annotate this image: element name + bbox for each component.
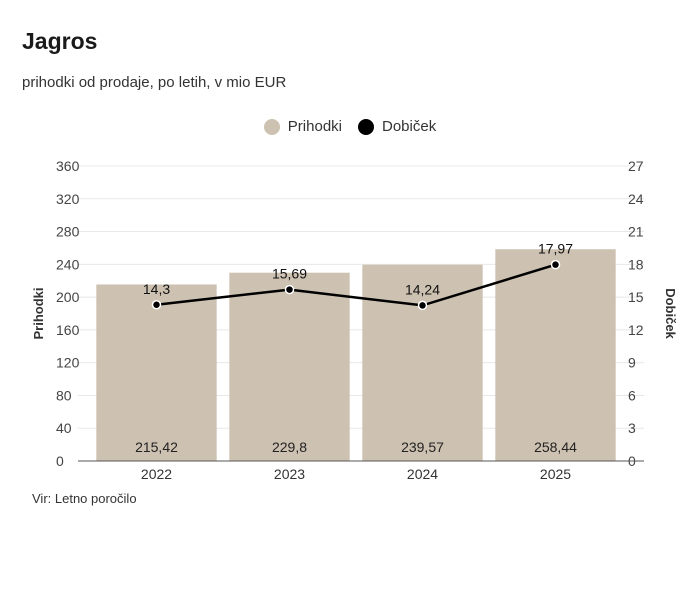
y-right-axis-title: Dobiček bbox=[663, 288, 678, 339]
line-value-label: 17,97 bbox=[538, 241, 573, 257]
y-left-tick-label: 80 bbox=[56, 387, 72, 403]
y-right-tick-label: 12 bbox=[628, 322, 644, 338]
y-right-tick-label: 27 bbox=[628, 158, 644, 174]
y-left-tick-label: 40 bbox=[56, 420, 72, 436]
chart-title: Jagros bbox=[22, 28, 98, 54]
line-value-label: 14,24 bbox=[405, 281, 440, 297]
y-right-tick-label: 21 bbox=[628, 224, 644, 240]
y-left-tick-label: 120 bbox=[56, 355, 80, 371]
y-left-tick-label: 320 bbox=[56, 191, 80, 207]
y-right-tick-label: 3 bbox=[628, 420, 636, 436]
y-right-tick-label: 9 bbox=[628, 355, 636, 371]
bar bbox=[96, 284, 217, 461]
x-tick-label: 2023 bbox=[274, 466, 305, 482]
legend-label-prihodki: Prihodki bbox=[287, 118, 342, 135]
x-tick-label: 2022 bbox=[141, 466, 172, 482]
y-right-tick-label: 24 bbox=[628, 191, 644, 207]
chart-subtitle: prihodki od prodaje, po letih, v mio EUR bbox=[22, 74, 287, 91]
x-tick-label: 2024 bbox=[407, 466, 438, 482]
y-right-tick-label: 15 bbox=[628, 289, 644, 305]
bar-value-label: 215,42 bbox=[135, 439, 178, 455]
bar bbox=[362, 264, 483, 461]
bar-value-label: 229,8 bbox=[272, 439, 307, 455]
bar-value-label: 258,44 bbox=[534, 439, 577, 455]
legend-label-dobicek: Dobiček bbox=[382, 118, 437, 135]
y-left-tick-label: 360 bbox=[56, 158, 80, 174]
bar bbox=[495, 249, 616, 461]
bar-value-label: 239,57 bbox=[401, 439, 444, 455]
y-left-tick-label: 200 bbox=[56, 289, 80, 305]
source-note: Vir: Letno poročilo bbox=[32, 491, 137, 506]
legend: Prihodki Dobiček bbox=[0, 118, 700, 135]
bar bbox=[229, 272, 350, 461]
line-point bbox=[151, 300, 162, 310]
legend-item-prihodki[interactable]: Prihodki bbox=[263, 118, 342, 135]
line-point bbox=[550, 259, 561, 270]
legend-swatch-prihodki bbox=[263, 118, 280, 135]
y-left-tick-label: 160 bbox=[56, 322, 80, 338]
legend-item-dobicek[interactable]: Dobiček bbox=[358, 118, 436, 135]
y-left-axis-title: Prihodki bbox=[31, 287, 46, 339]
legend-swatch-dobicek bbox=[358, 118, 374, 135]
line-value-label: 15,69 bbox=[272, 266, 307, 282]
line-point bbox=[284, 284, 295, 295]
y-left-tick-label: 280 bbox=[56, 224, 80, 240]
y-left-tick-label: 0 bbox=[56, 453, 64, 469]
y-right-tick-label: 6 bbox=[628, 387, 636, 403]
line-value-label: 14,3 bbox=[143, 281, 170, 297]
y-right-tick-label: 18 bbox=[628, 256, 644, 272]
x-tick-label: 2025 bbox=[540, 466, 571, 482]
profit-line bbox=[156, 263, 556, 307]
line-point bbox=[417, 300, 428, 311]
y-left-tick-label: 240 bbox=[56, 256, 80, 272]
